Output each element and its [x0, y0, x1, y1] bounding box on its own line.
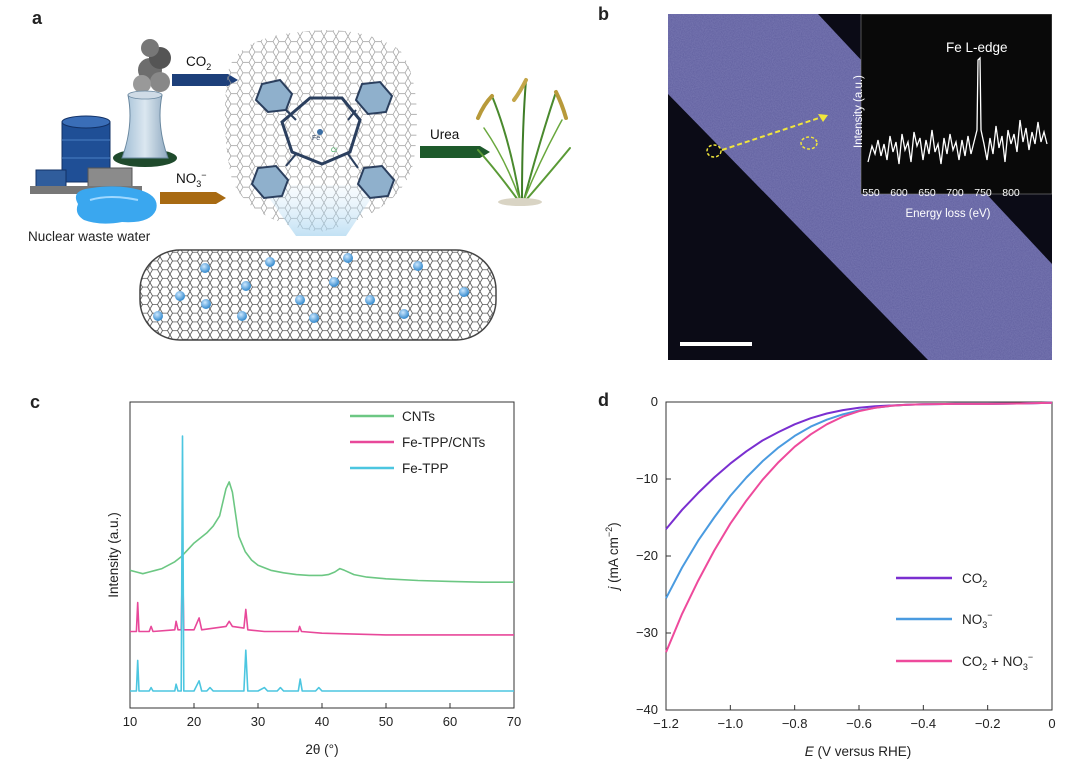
- svg-text:Cl: Cl: [331, 148, 337, 154]
- svg-text:650: 650: [918, 187, 936, 199]
- xrd-series-cnts: [129, 481, 514, 583]
- lsv-series-co2: [665, 401, 1053, 530]
- xrd-x-tick-label: 30: [251, 714, 265, 729]
- svg-text:CO2: CO2: [186, 54, 211, 72]
- water-icon: [75, 186, 157, 224]
- rice-plant-icon: [476, 78, 571, 206]
- panel-b-micrograph: Fe L-edge Intensity (a.u.) 550 600 650 7…: [668, 14, 1052, 360]
- xrd-legend: CNTs Fe-TPP/CNTs Fe-TPP: [350, 409, 486, 476]
- lsv-y-tick-label: −20: [636, 548, 658, 563]
- eels-inset: Fe L-edge Intensity (a.u.) 550 600 650 7…: [853, 14, 1052, 220]
- svg-text:Fe: Fe: [312, 135, 320, 142]
- eels-spectrum-line: [867, 56, 1048, 165]
- inset-x-ticks: 550 600 650 700 750 800: [862, 187, 1020, 199]
- svg-text:550: 550: [862, 187, 880, 199]
- scan-line: [706, 114, 829, 158]
- panel-label-d: d: [598, 390, 609, 410]
- lsv-x-tick-label: −1.0: [717, 716, 743, 731]
- lsv-series-no3: [665, 401, 1053, 599]
- svg-text:Urea: Urea: [430, 127, 460, 142]
- legend-label-no3: NO3−: [962, 610, 993, 630]
- fe-tpp-molecule-icon: Fe Cl: [250, 78, 396, 200]
- lsv-legend: CO2 NO3− CO2 + NO3−: [896, 571, 1033, 672]
- source-label: Nuclear waste water: [28, 229, 151, 244]
- xrd-x-tick-label: 60: [443, 714, 457, 729]
- lsv-x-tick-label: −0.4: [910, 716, 936, 731]
- legend-label-co2: CO2: [962, 571, 987, 589]
- panel-label-b: b: [598, 4, 609, 24]
- panel-label-c: c: [30, 392, 41, 412]
- xrd-x-tick-label: 40: [315, 714, 329, 729]
- xrd-chart: Intensity (a.u.) 2θ (°) 10 20 30 40 50 60 70 C…: [106, 401, 521, 757]
- xrd-ylabel: Intensity (a.u.): [106, 512, 121, 598]
- legend-label-co2-no3: CO2 + NO3−: [962, 652, 1033, 672]
- svg-text:700: 700: [946, 187, 964, 199]
- xrd-x-tick-label: 50: [379, 714, 393, 729]
- panel-label-a: a: [32, 8, 43, 28]
- xrd-series-fe_tpp_cnts: [130, 554, 514, 636]
- svg-text:800: 800: [1002, 187, 1020, 199]
- lsv-chart: j (mA cm−2) E (V versus RHE) −1.2 −1.0 −0.…: [604, 394, 1056, 759]
- inset-xlabel: Energy loss (eV): [905, 208, 990, 220]
- carbon-nanotube: [139, 249, 497, 341]
- inset-ylabel: Intensity (a.u.): [853, 75, 865, 148]
- xrd-x-tick-label: 70: [507, 714, 521, 729]
- lsv-y-tick-label: 0: [651, 394, 658, 409]
- inset-title: Fe L-edge: [946, 40, 1008, 55]
- lsv-x-tick-label: 0: [1048, 716, 1055, 731]
- xrd-xlabel: 2θ (°): [305, 742, 338, 757]
- legend-label-fe-tpp-cnts: Fe-TPP/CNTs: [402, 435, 486, 450]
- lsv-x-tick-label: −1.2: [653, 716, 679, 731]
- lsv-y-tick-label: −30: [636, 625, 658, 640]
- beam: [260, 185, 380, 236]
- xrd-series-fe_tpp: [130, 435, 514, 692]
- svg-text:NO3−: NO3−: [176, 170, 207, 189]
- smoke-icon: [133, 39, 171, 93]
- scale-bar: [680, 342, 752, 346]
- lsv-series-co2_no3: [665, 401, 1053, 653]
- panel-a-schematic: Nuclear waste water CO2 NO3− Urea Fe Cl: [28, 30, 571, 341]
- urea-arrow: Urea: [420, 127, 490, 158]
- co2-arrow: CO2: [172, 54, 238, 86]
- lsv-ylabel: j (mA cm−2): [604, 522, 621, 591]
- lsv-x-tick-label: −0.8: [782, 716, 808, 731]
- cooling-tower-icon: [113, 90, 177, 167]
- lsv-y-tick-label: −40: [636, 702, 658, 717]
- lsv-xlabel: E (V versus RHE): [805, 744, 912, 759]
- svg-text:600: 600: [890, 187, 908, 199]
- legend-label-fe-tpp: Fe-TPP: [402, 461, 449, 476]
- no3-arrow: NO3−: [160, 170, 226, 204]
- xrd-x-tick-label: 20: [187, 714, 201, 729]
- svg-text:750: 750: [974, 187, 992, 199]
- lsv-x-tick-label: −0.6: [846, 716, 872, 731]
- lsv-x-tick-label: −0.2: [975, 716, 1001, 731]
- xrd-x-tick-label: 10: [123, 714, 137, 729]
- legend-label-cnts: CNTs: [402, 409, 435, 424]
- lsv-y-tick-label: −10: [636, 471, 658, 486]
